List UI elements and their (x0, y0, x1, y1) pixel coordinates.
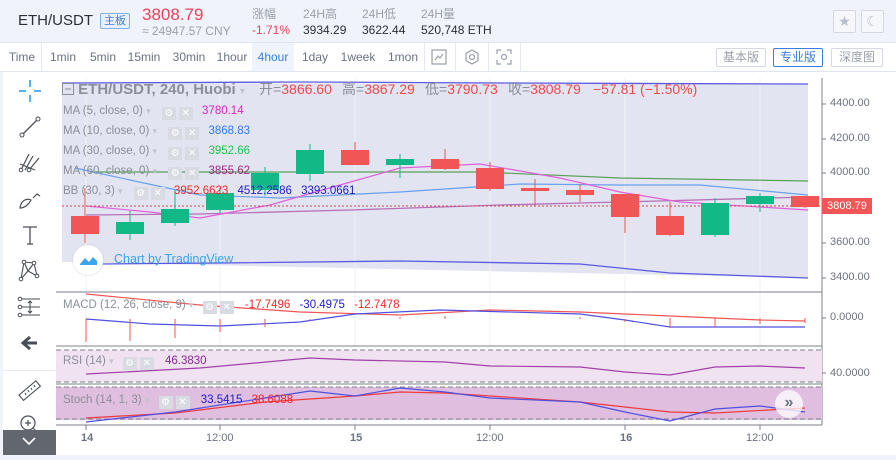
settings-hexagon-icon[interactable] (463, 48, 481, 66)
candles (71, 142, 819, 243)
theme-toggle-button[interactable]: ☾ (861, 10, 884, 33)
close-icon[interactable]: ✕ (185, 127, 200, 140)
gear-icon[interactable]: ⚙ (168, 127, 183, 140)
last-price: 3808.79 (142, 5, 204, 24)
gear-icon[interactable]: ⚙ (158, 396, 173, 409)
gear-icon[interactable]: ⚙ (202, 301, 217, 314)
divider (488, 43, 489, 71)
scroll-to-realtime-button[interactable]: » (775, 390, 803, 418)
stat-24h-volume: 24H量 520,748 ETH (421, 7, 492, 37)
sidebar-divider (3, 370, 56, 371)
interval-5min[interactable]: 5min (89, 50, 116, 64)
stoch-d-line (85, 391, 806, 419)
rsi-band (56, 350, 822, 382)
interval-1min[interactable]: 1min (49, 50, 76, 64)
depth-chart-button[interactable]: 深度图 (831, 48, 883, 67)
tradingview-attribution[interactable]: Chart by TradingView (114, 252, 234, 266)
bb-legend: BB (30, 3) ▾ ⚙ ✕ 3952.6623 4512.2586 3393… (63, 185, 356, 200)
stat-24h-low: 24H低 3622.44 (362, 7, 406, 37)
gear-icon[interactable]: ⚙ (168, 147, 183, 160)
ma30-legend: MA (30, close, 0) ▾ ⚙ ✕ 3952.66 (63, 145, 251, 160)
ohlc-low: 3790.73 (447, 81, 498, 97)
ohlc-open: 3866.60 (281, 81, 332, 97)
chart-title-legend: ETH/USDT, 240, Huobi ▾ 开=3866.60 高=3867.… (62, 82, 697, 99)
macd-line (85, 309, 805, 328)
close-icon[interactable]: ✕ (150, 187, 165, 200)
symbol-title: ETH/USDT, 240, Huobi (78, 81, 236, 98)
divider (455, 43, 456, 71)
close-icon[interactable]: ✕ (178, 107, 193, 120)
drawing-tools-sidebar (3, 72, 56, 455)
moon-icon: ☾ (866, 13, 879, 29)
pitchfork-icon[interactable] (17, 150, 43, 176)
gear-icon[interactable]: ⚙ (122, 357, 137, 370)
stoch-legend: Stoch (14, 1, 3) ▾ ⚙ ✕ 33.5415 38.6088 (63, 394, 294, 409)
collapse-sidebar-button[interactable] (3, 430, 56, 455)
current-price-tag: 3808.79 (822, 198, 872, 214)
trend-line-icon[interactable] (17, 114, 43, 140)
ohlc-change: −57.81 (−1.50%) (592, 81, 698, 97)
divider (520, 43, 521, 71)
collapse-legend-icon[interactable] (62, 83, 74, 95)
basic-version-button[interactable]: 基本版 (716, 48, 766, 67)
interval-1mon[interactable]: 1mon (387, 50, 419, 64)
chart-type-icon[interactable] (430, 48, 448, 66)
interval-15min[interactable]: 15min (127, 50, 161, 64)
bb-upper-line (61, 81, 809, 85)
stat-24h-high: 24H高 3934.29 (303, 7, 347, 37)
divider (424, 43, 425, 71)
interval-1day[interactable]: 1day (301, 50, 329, 64)
gear-icon[interactable]: ⚙ (161, 107, 176, 120)
market-header: ETH/USDT 主板 3808.79 ≈ 24947.57 CNY 涨幅 -1… (0, 0, 896, 43)
cny-price: ≈ 24947.57 CNY (142, 24, 231, 38)
macd-legend: MACD (12, 26, close, 9) ▾ ⚙ ✕ -17.7496 -3… (63, 299, 400, 314)
pair-name[interactable]: ETH/USDT (18, 12, 93, 29)
divider (41, 43, 42, 71)
screenshot-icon[interactable] (495, 48, 513, 66)
brush-icon[interactable] (17, 186, 43, 212)
close-icon[interactable]: ✕ (139, 357, 154, 370)
close-icon[interactable]: ✕ (175, 396, 190, 409)
bb-lower-line (99, 260, 809, 279)
back-arrow-icon[interactable] (17, 330, 43, 356)
ma5-legend: MA (5, close, 0) ▾ ⚙ ✕ 3780.14 (63, 105, 244, 120)
close-icon[interactable]: ✕ (219, 301, 234, 314)
ohlc-close: 3808.79 (530, 81, 581, 97)
interval-4hour[interactable]: 4hour (252, 43, 294, 71)
ruler-icon[interactable] (17, 378, 43, 404)
macd-histogram (85, 316, 806, 342)
favorite-button[interactable]: ★ (833, 10, 856, 33)
tradingview-logo[interactable] (73, 245, 103, 275)
gear-icon[interactable]: ⚙ (133, 187, 148, 200)
ohlc-high: 3867.29 (364, 81, 415, 97)
ma10-line (74, 167, 809, 199)
ma10-legend: MA (10, close, 0) ▾ ⚙ ✕ 3868.83 (63, 125, 251, 140)
rsi-line (85, 357, 806, 376)
gear-icon[interactable]: ⚙ (168, 167, 183, 180)
interval-1hour[interactable]: 1hour (216, 50, 248, 64)
ma60-legend: MA (60, close, 0) ▾ ⚙ ✕ 3855.62 (63, 165, 251, 180)
close-icon[interactable]: ✕ (185, 167, 200, 180)
pro-version-button[interactable]: 专业版 (773, 48, 823, 67)
stat-change: 涨幅 -1.71% (252, 7, 291, 37)
text-tool-icon[interactable] (17, 222, 43, 248)
interval-1week[interactable]: 1week (340, 50, 376, 64)
stoch-k-line (85, 387, 806, 423)
fib-retracement-icon[interactable] (17, 294, 43, 320)
pattern-icon[interactable] (17, 258, 43, 284)
chart-toolbar: Time 1min 5min 15min 30min 1hour 4hour 1… (0, 43, 896, 72)
chevron-down-icon (22, 437, 36, 446)
board-badge: 主板 (100, 13, 130, 29)
star-icon: ★ (838, 13, 851, 29)
bollinger-band-fill (62, 83, 808, 278)
interval-30min[interactable]: 30min (172, 50, 206, 64)
crosshair-icon[interactable] (17, 78, 43, 104)
double-chevron-right-icon: » (784, 394, 794, 411)
tradingview-cloud-icon (80, 257, 97, 265)
close-icon[interactable]: ✕ (185, 147, 200, 160)
rsi-legend: RSI (14) ▾ ⚙ ✕ 46.3830 (63, 355, 207, 370)
interval-time[interactable]: Time (8, 50, 36, 64)
